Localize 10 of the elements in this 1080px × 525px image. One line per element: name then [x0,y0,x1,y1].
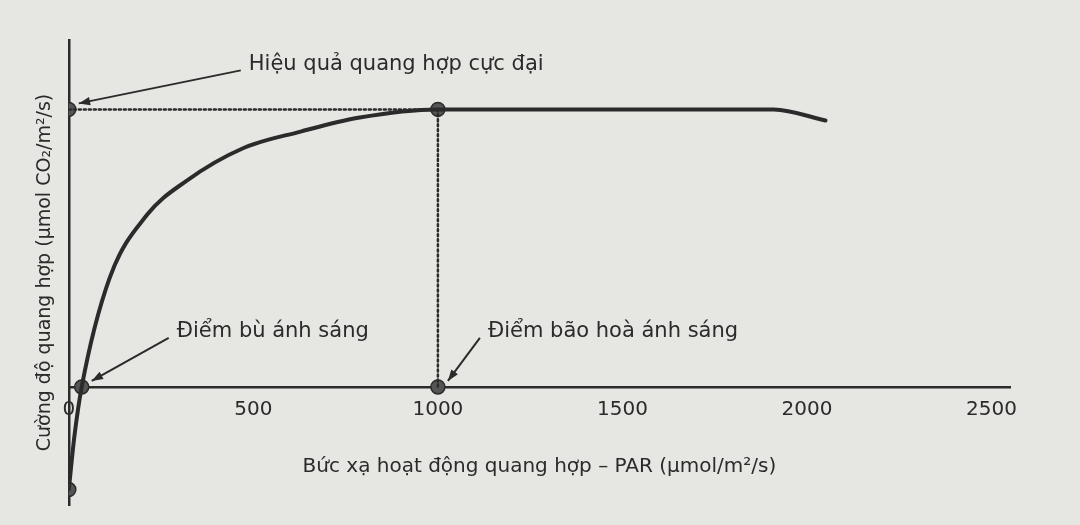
x-tick-label: 2000 [781,396,833,421]
x-tick-label: 500 [234,396,273,421]
annotation: Điểm bù ánh sáng [176,318,369,343]
x-tick-label: 2500 [966,396,1017,421]
text: Hiệu quả quang hợp cực đại [248,50,544,75]
x-axis-title: Bức xạ hoạt động quang hợp – PAR (µmol/m²/s) [302,453,777,478]
y-axis-title: Cường độ quang hợp (µmol CO₂/m²/s) [32,93,55,452]
x-tick-label: 1500 [596,396,648,421]
x-tick-label: 1000 [412,396,464,421]
annotation: Điểm bão hoà ánh sáng [487,318,739,343]
